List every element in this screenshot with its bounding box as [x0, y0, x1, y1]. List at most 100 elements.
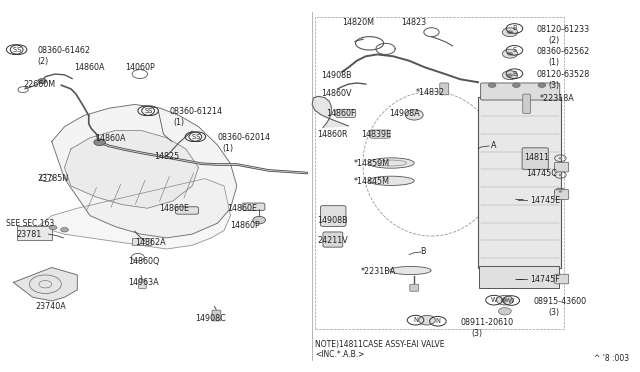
Text: S: S [191, 134, 195, 140]
Text: 14963A: 14963A [129, 278, 159, 287]
Ellipse shape [368, 176, 414, 186]
Text: 14745C: 14745C [526, 169, 557, 177]
Polygon shape [65, 131, 198, 208]
FancyBboxPatch shape [212, 310, 221, 321]
Text: 14908A: 14908A [388, 109, 419, 118]
Text: (2): (2) [38, 57, 49, 66]
Text: *14859M: *14859M [354, 159, 390, 168]
Text: N: N [413, 317, 418, 323]
Text: W: W [508, 298, 515, 304]
Circle shape [38, 78, 47, 84]
Text: N: N [435, 318, 440, 324]
Circle shape [499, 308, 511, 315]
Text: 14908B: 14908B [321, 71, 352, 80]
Circle shape [507, 52, 513, 55]
Text: 24211V: 24211V [317, 236, 348, 246]
Text: S: S [17, 46, 20, 52]
Text: 14908B: 14908B [317, 216, 348, 225]
Text: 08360-62014: 08360-62014 [218, 133, 271, 142]
Circle shape [513, 83, 520, 87]
Text: (3): (3) [548, 81, 559, 90]
Text: 14823: 14823 [401, 18, 427, 27]
Polygon shape [26, 179, 230, 249]
FancyBboxPatch shape [175, 207, 198, 214]
Text: —: — [515, 196, 524, 205]
Text: 14825: 14825 [154, 152, 179, 161]
Text: 14860F: 14860F [326, 109, 356, 118]
Text: S: S [148, 108, 152, 114]
Ellipse shape [390, 266, 431, 275]
Circle shape [538, 83, 546, 87]
Circle shape [488, 83, 496, 87]
FancyBboxPatch shape [17, 226, 52, 240]
FancyBboxPatch shape [555, 190, 569, 199]
Circle shape [419, 315, 435, 325]
FancyBboxPatch shape [370, 130, 390, 138]
Circle shape [502, 49, 518, 58]
Text: (1): (1) [173, 119, 184, 128]
Text: 14862A: 14862A [134, 238, 165, 247]
Polygon shape [312, 96, 349, 128]
Text: 08360-62562: 08360-62562 [537, 47, 590, 56]
Circle shape [61, 228, 68, 232]
Circle shape [559, 174, 563, 176]
FancyBboxPatch shape [479, 266, 559, 288]
Text: A: A [491, 141, 497, 151]
Text: (1): (1) [223, 144, 234, 153]
Ellipse shape [368, 158, 414, 168]
Text: 14860E: 14860E [159, 205, 189, 214]
FancyBboxPatch shape [478, 97, 561, 267]
Text: *14845M: *14845M [354, 177, 390, 186]
Text: —: — [515, 275, 524, 284]
FancyBboxPatch shape [410, 284, 419, 291]
Text: W: W [491, 297, 497, 303]
Text: NOTE)14811CASE ASSY-EAI VALVE: NOTE)14811CASE ASSY-EAI VALVE [316, 340, 445, 349]
Text: S: S [144, 108, 148, 114]
Text: B: B [512, 71, 516, 77]
Circle shape [49, 225, 57, 230]
Text: 23740A: 23740A [36, 302, 67, 311]
Text: S: S [13, 46, 17, 52]
Text: 08360-61214: 08360-61214 [170, 108, 223, 116]
FancyBboxPatch shape [336, 109, 356, 118]
Text: 14860Q: 14860Q [129, 257, 160, 266]
Text: 14820M: 14820M [342, 18, 374, 27]
Circle shape [405, 110, 423, 120]
Circle shape [559, 157, 563, 159]
Text: *14832: *14832 [415, 88, 445, 97]
Text: S: S [513, 47, 516, 53]
FancyBboxPatch shape [523, 94, 531, 113]
Text: 14860R: 14860R [317, 130, 348, 140]
Text: (3): (3) [472, 329, 483, 338]
Text: 08120-61233: 08120-61233 [537, 25, 590, 34]
Polygon shape [52, 105, 237, 238]
Text: ^ '8 :003: ^ '8 :003 [594, 354, 629, 363]
Text: 23785N: 23785N [38, 174, 69, 183]
Circle shape [253, 217, 266, 224]
Text: SEE SEC.163: SEE SEC.163 [6, 219, 54, 228]
FancyBboxPatch shape [555, 162, 569, 172]
FancyBboxPatch shape [138, 280, 146, 289]
Text: <INC.*.A.B.>: <INC.*.A.B.> [316, 350, 365, 359]
Text: 08915-43600: 08915-43600 [534, 297, 587, 306]
Circle shape [507, 73, 513, 77]
FancyBboxPatch shape [321, 206, 346, 227]
Text: 14811: 14811 [524, 153, 549, 161]
Text: 08120-63528: 08120-63528 [537, 70, 590, 79]
FancyBboxPatch shape [323, 232, 343, 247]
FancyBboxPatch shape [522, 148, 548, 169]
Circle shape [94, 139, 106, 145]
Text: B: B [420, 247, 426, 256]
Text: 14860A: 14860A [74, 63, 104, 72]
Text: 08360-61462: 08360-61462 [38, 46, 91, 55]
Text: B: B [512, 26, 516, 32]
Text: 23781: 23781 [17, 230, 42, 240]
Circle shape [502, 71, 518, 80]
Text: 14060P: 14060P [125, 63, 155, 72]
FancyBboxPatch shape [440, 83, 449, 95]
Circle shape [502, 28, 518, 37]
Circle shape [559, 190, 563, 193]
Text: *2231BA: *2231BA [362, 267, 397, 276]
Text: 14908C: 14908C [195, 314, 226, 323]
Polygon shape [13, 267, 77, 301]
